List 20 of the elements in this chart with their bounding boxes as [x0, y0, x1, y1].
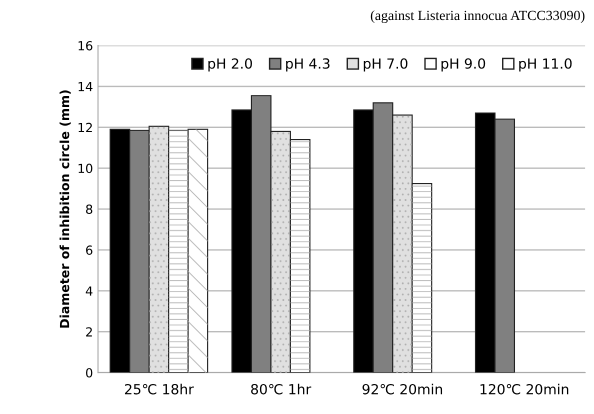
y-axis-title: Diameter of inhibition circle (mm) [60, 90, 71, 328]
legend-label: pH 4.3 [286, 58, 330, 72]
y-tick-label: 16 [78, 41, 92, 50]
legend-label: pH 2.0 [208, 58, 252, 72]
x-tick-label: 92℃ 20min [362, 384, 442, 394]
y-tick-label: 10 [78, 164, 92, 174]
y-tick-label: 14 [78, 82, 92, 92]
legend-label: pH 9.0 [442, 58, 486, 72]
y-tick-label: 2 [86, 327, 92, 336]
legend-label: pH 11.0 [519, 58, 572, 72]
x-tick-label: 80℃ 1hr [251, 384, 312, 394]
text: (against Listeria innocua ATCC33090) [370, 10, 584, 23]
x-tick-label: 120℃ 20min [480, 384, 568, 394]
y-tick-label: 4 [86, 286, 92, 296]
legend-label: pH 7.0 [364, 58, 408, 72]
y-tick-label: 0 [86, 368, 92, 378]
y-tick-label: 12 [78, 122, 92, 132]
y-tick-label: 6 [86, 245, 92, 255]
x-tick-label: 25℃ 18hr [124, 384, 194, 394]
y-tick-label: 8 [86, 204, 92, 214]
